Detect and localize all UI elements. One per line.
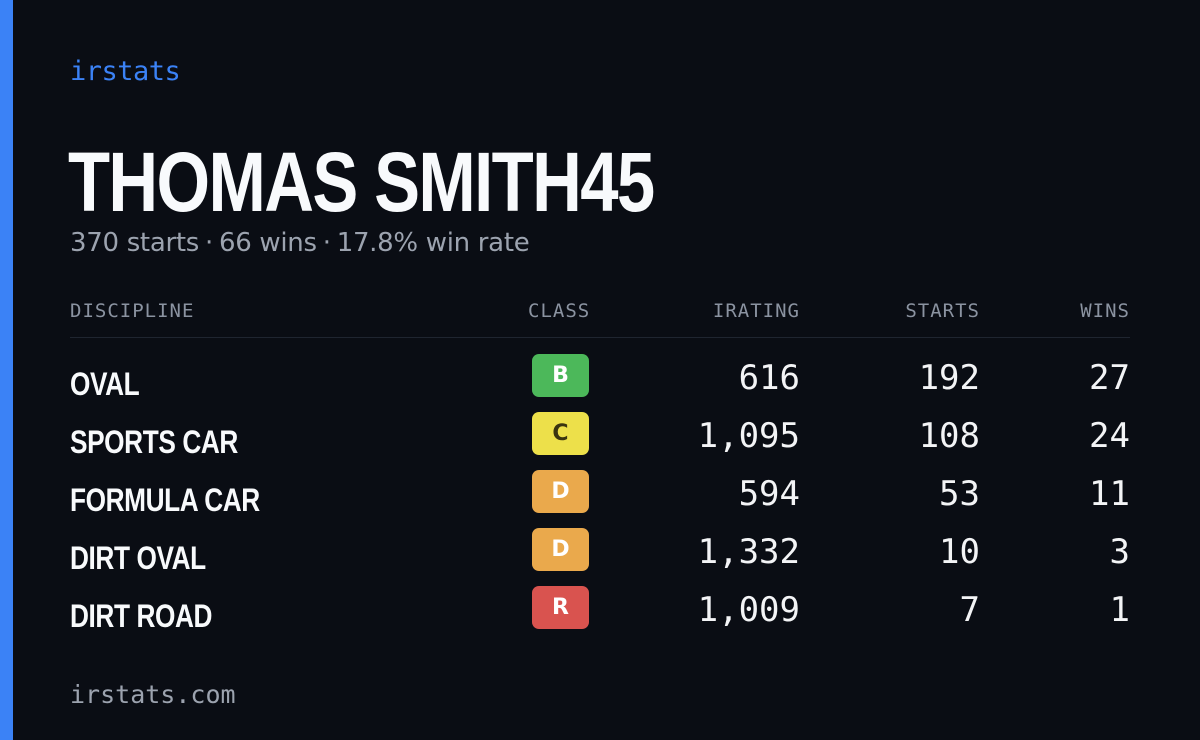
irating-value: 1,095 xyxy=(697,416,800,456)
wins-value: 11 xyxy=(1089,474,1130,514)
table-row: OVAL B 616 192 27 xyxy=(70,350,1130,408)
irating-value: 616 xyxy=(738,358,800,398)
footer-url[interactable]: irstats.com xyxy=(70,680,236,709)
summary-wins: 66 wins xyxy=(218,228,317,258)
irating-value: 1,009 xyxy=(697,590,800,630)
table-row: DIRT ROAD R 1,009 7 1 xyxy=(70,582,1130,640)
class-badge: D xyxy=(532,528,589,571)
wins-value: 27 xyxy=(1089,358,1130,398)
starts-value: 10 xyxy=(939,532,980,572)
starts-value: 7 xyxy=(959,590,980,630)
header-irating: IRATING xyxy=(712,300,800,322)
summary-starts: 370 starts xyxy=(70,228,199,258)
header-class: CLASS xyxy=(528,300,591,322)
discipline-label: FORMULA CAR xyxy=(70,482,260,518)
driver-summary: 370 starts · 66 wins · 17.8% win rate xyxy=(70,228,530,258)
discipline-label: OVAL xyxy=(70,366,140,402)
table-row: SPORTS CAR C 1,095 108 24 xyxy=(70,408,1130,466)
header-starts: STARTS xyxy=(905,300,980,322)
class-badge: B xyxy=(532,354,589,397)
wins-value: 3 xyxy=(1109,532,1130,572)
class-badge: C xyxy=(532,412,589,455)
discipline-label: DIRT OVAL xyxy=(70,540,206,576)
discipline-label: DIRT ROAD xyxy=(70,598,213,634)
class-badge: R xyxy=(532,586,589,629)
irating-value: 1,332 xyxy=(697,532,800,572)
wins-value: 1 xyxy=(1109,590,1130,630)
driver-name: THOMAS SMITH45 xyxy=(68,135,655,229)
table-row: FORMULA CAR D 594 53 11 xyxy=(70,466,1130,524)
brand-logo-text[interactable]: irstats xyxy=(70,56,181,87)
starts-value: 108 xyxy=(918,416,980,456)
summary-win-rate: 17.8% win rate xyxy=(336,228,530,258)
class-badge: D xyxy=(532,470,589,513)
summary-separator: · xyxy=(322,228,331,258)
discipline-label: SPORTS CAR xyxy=(70,424,238,460)
wins-value: 24 xyxy=(1089,416,1130,456)
irating-value: 594 xyxy=(738,474,800,514)
discipline-table: OVAL B 616 192 27 SPORTS CAR C 1,095 108… xyxy=(70,350,1130,640)
table-row: DIRT OVAL D 1,332 10 3 xyxy=(70,524,1130,582)
header-wins: WINS xyxy=(1080,300,1130,322)
starts-value: 192 xyxy=(918,358,980,398)
table-header: DISCIPLINE CLASS IRATING STARTS WINS xyxy=(70,300,1130,338)
starts-value: 53 xyxy=(939,474,980,514)
summary-separator: · xyxy=(205,228,213,258)
header-discipline: DISCIPLINE xyxy=(70,300,195,322)
accent-bar xyxy=(0,0,13,740)
